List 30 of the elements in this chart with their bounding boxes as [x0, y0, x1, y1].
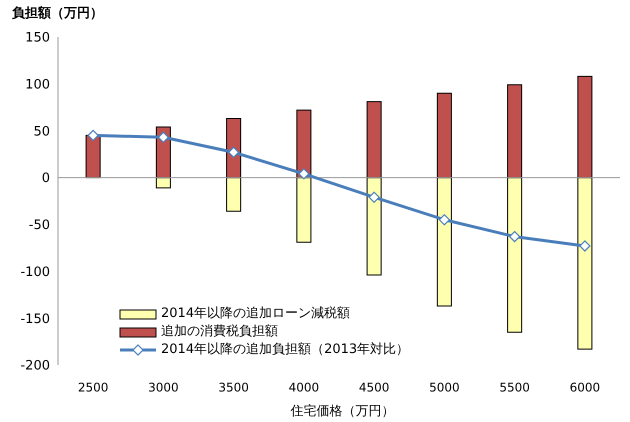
y-tick-label: -50: [28, 218, 50, 234]
point: [438, 214, 450, 226]
x-tick-label: 3000: [148, 380, 179, 395]
legend-label: 2014年以降の追加ローン減税額: [161, 305, 350, 323]
point: [509, 231, 520, 242]
legend-label: 2014年以降の追加負担額（2013年対比）: [161, 341, 410, 359]
point: [88, 130, 99, 141]
y-tick-label: -150: [20, 312, 50, 327]
x-tick-label: 5000: [429, 380, 460, 395]
x-tick-label: 6000: [570, 380, 600, 395]
y-tick-label: -200: [20, 358, 50, 374]
bar: [86, 134, 101, 178]
y-axis-title: 負担額（万円）: [12, 4, 103, 22]
y-tick-label: 0: [42, 171, 50, 186]
x-tick-label: 4000: [288, 380, 320, 395]
legend-label: 追加の消費税負担額: [161, 323, 278, 341]
y-tick-label: -100: [20, 264, 50, 280]
y-tick-label: 150: [25, 30, 50, 46]
y-tick-label: 100: [25, 77, 50, 92]
point: [298, 168, 310, 180]
point: [228, 146, 240, 158]
x-axis-title: 住宅価格（万円）: [290, 403, 396, 420]
point: [368, 192, 380, 203]
point: [158, 132, 169, 143]
x-tick-label: 3500: [218, 380, 249, 395]
x-tick-label: 4500: [358, 380, 390, 395]
y-tick-label: 50: [33, 124, 50, 140]
point: [579, 240, 590, 252]
x-tick-label: 2500: [78, 380, 108, 395]
x-tick-label: 5500: [499, 380, 530, 395]
